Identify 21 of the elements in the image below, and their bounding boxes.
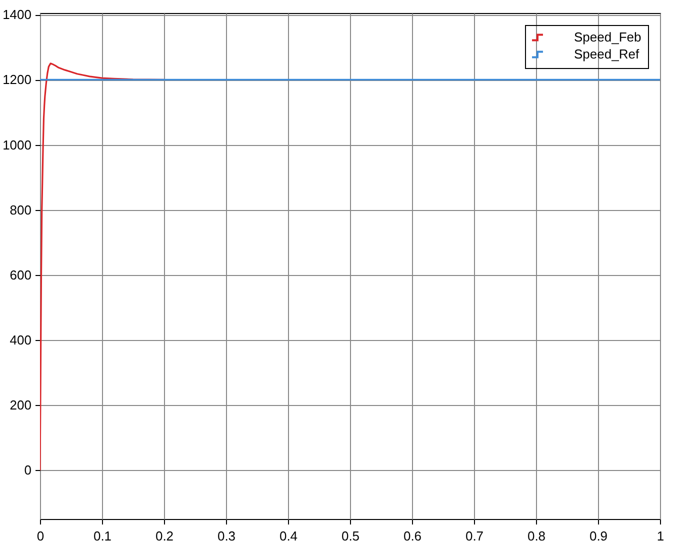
x-tick-label: 0.2 — [155, 528, 174, 544]
y-tick-label: 1200 — [2, 72, 32, 88]
x-tick-label: 0.5 — [341, 528, 360, 544]
y-tick-label: 1400 — [2, 7, 32, 22]
x-tick-label: 0.4 — [279, 528, 298, 544]
legend-label: Speed_Feb — [574, 30, 642, 44]
y-tick-label: 200 — [10, 398, 32, 413]
legend-label: Speed_Ref — [574, 46, 640, 62]
y-tick-label: 0 — [24, 462, 32, 478]
x-tick-label: 0.8 — [527, 528, 546, 544]
x-tick-label: 0.1 — [93, 528, 112, 544]
x-tick-label: 0 — [36, 528, 44, 544]
x-tick-label: 1 — [656, 528, 664, 544]
y-tick-label: 400 — [10, 332, 32, 348]
y-tick-label: 600 — [10, 267, 32, 282]
x-tick-label: 0.7 — [465, 528, 484, 544]
y-tick-label: 800 — [10, 202, 32, 218]
x-tick-label: 0.3 — [217, 528, 236, 544]
y-tick-label: 1000 — [2, 137, 32, 152]
x-tick-label: 0.6 — [403, 528, 422, 544]
x-tick-label: 0.9 — [589, 528, 608, 544]
